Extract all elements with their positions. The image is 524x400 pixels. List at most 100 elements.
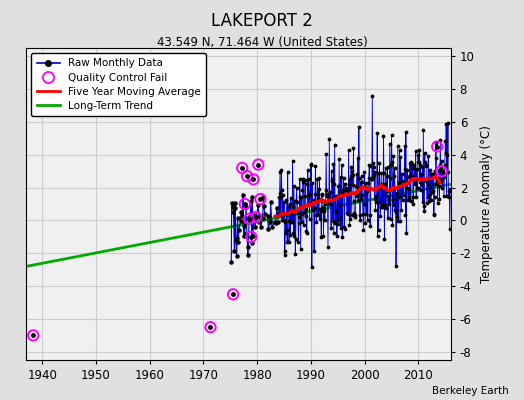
Point xyxy=(341,186,350,192)
Point xyxy=(267,199,275,206)
Point xyxy=(306,191,314,198)
Point xyxy=(337,224,345,231)
Point xyxy=(397,182,405,189)
Point xyxy=(426,167,434,173)
Point xyxy=(363,185,371,192)
Point xyxy=(255,219,264,225)
Point xyxy=(325,195,333,201)
Point xyxy=(443,152,451,158)
Point xyxy=(395,180,403,186)
Point xyxy=(324,244,332,250)
Point xyxy=(406,172,414,178)
Point xyxy=(344,210,352,217)
Point xyxy=(301,213,310,219)
Point xyxy=(271,220,280,226)
Point xyxy=(327,225,335,231)
Point xyxy=(407,198,415,204)
Point xyxy=(304,202,312,208)
Point xyxy=(373,130,381,136)
Point xyxy=(246,215,254,222)
Point xyxy=(384,164,392,170)
Point xyxy=(371,206,379,213)
Point xyxy=(272,204,281,211)
Point xyxy=(424,153,432,160)
Point xyxy=(241,201,249,207)
Point xyxy=(243,173,251,179)
Point xyxy=(405,193,413,200)
Point xyxy=(339,189,347,196)
Point xyxy=(371,169,379,175)
Point xyxy=(242,204,250,210)
Point xyxy=(236,218,245,224)
Point xyxy=(372,193,380,200)
Point xyxy=(402,230,410,236)
Point xyxy=(244,244,253,250)
Point xyxy=(381,202,389,208)
Legend: Raw Monthly Data, Quality Control Fail, Five Year Moving Average, Long-Term Tren: Raw Monthly Data, Quality Control Fail, … xyxy=(31,53,206,116)
Point xyxy=(235,226,243,233)
Point xyxy=(433,176,441,182)
Point xyxy=(420,203,428,209)
Point xyxy=(442,121,450,127)
Point xyxy=(383,173,391,179)
Point xyxy=(422,178,431,184)
Point xyxy=(316,208,325,214)
Point xyxy=(348,182,357,188)
Point xyxy=(331,220,340,226)
Point xyxy=(430,212,438,218)
Point xyxy=(435,167,443,174)
Point xyxy=(357,196,365,202)
Point xyxy=(341,180,349,187)
Point xyxy=(443,169,452,175)
Point xyxy=(408,173,416,179)
Point xyxy=(248,240,256,246)
Point xyxy=(298,186,307,193)
Point xyxy=(280,199,288,206)
Point xyxy=(290,183,298,189)
Point xyxy=(322,187,330,194)
Point xyxy=(237,209,245,215)
Point xyxy=(438,168,446,174)
Point xyxy=(312,219,321,225)
Point xyxy=(245,214,254,220)
Point xyxy=(359,211,367,217)
Point xyxy=(380,170,388,176)
Point xyxy=(29,332,37,338)
Point xyxy=(316,216,324,222)
Point xyxy=(328,168,336,174)
Point xyxy=(239,192,247,198)
Point xyxy=(329,161,337,168)
Point xyxy=(319,198,327,204)
Point xyxy=(344,147,353,153)
Point xyxy=(266,219,274,226)
Point xyxy=(405,195,413,202)
Point xyxy=(244,252,252,258)
Point xyxy=(396,147,404,154)
Point xyxy=(254,161,263,168)
Point xyxy=(442,192,451,199)
Point xyxy=(322,192,331,199)
Point xyxy=(336,202,344,209)
Point xyxy=(291,198,299,204)
Point xyxy=(434,182,443,189)
Point xyxy=(418,164,427,170)
Point xyxy=(310,248,318,255)
Point xyxy=(390,173,398,179)
Point xyxy=(302,206,310,212)
Point xyxy=(439,172,447,178)
Point xyxy=(394,218,402,225)
Point xyxy=(238,213,247,220)
Point xyxy=(230,248,238,254)
Point xyxy=(383,188,391,194)
Point xyxy=(282,197,290,203)
Point xyxy=(365,175,373,181)
Text: 43.549 N, 71.464 W (United States): 43.549 N, 71.464 W (United States) xyxy=(157,36,367,49)
Point xyxy=(229,291,237,298)
Point xyxy=(328,177,336,184)
Point xyxy=(308,180,316,186)
Point xyxy=(353,171,361,177)
Point xyxy=(441,138,450,144)
Point xyxy=(431,181,439,188)
Point xyxy=(291,236,300,242)
Point xyxy=(303,230,311,236)
